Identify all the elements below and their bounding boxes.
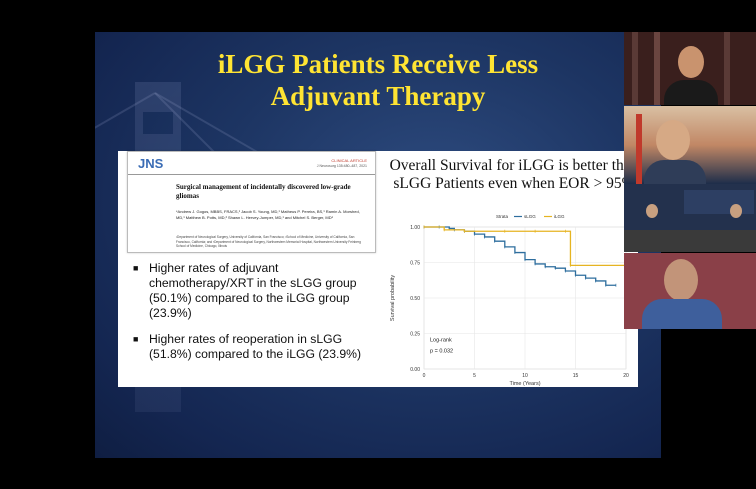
participant-body (642, 299, 722, 329)
article-citation: J Neurosurg 135:480–487, 2021 (316, 164, 367, 168)
participant-body (664, 80, 718, 105)
participant-body (644, 160, 706, 184)
article-affiliation: ¹Department of Neurological Surgery, Uni… (176, 235, 361, 248)
participant-head (664, 259, 698, 301)
participant-head (646, 204, 658, 218)
bridge-tower-graphic (636, 114, 642, 184)
article-type: CLINICAL ARTICLE (331, 158, 367, 163)
bullet-list: ■ Higher rates of adjuvant chemotherapy/… (128, 261, 373, 373)
participant-head (730, 204, 742, 218)
x-tick-label: 15 (573, 373, 579, 379)
article-authors: *Andrew J. Gogos, MBBS, FRACS,¹ Jacob S.… (176, 209, 360, 220)
backdrop-screen (684, 190, 754, 214)
slide-content-panel: JNS CLINICAL ARTICLE J Neurosurg 135:480… (118, 151, 638, 387)
x-tick-label: 10 (522, 373, 528, 379)
x-tick-label: 0 (423, 373, 426, 379)
slide-title-line-1: iLGG Patients Receive Less (217, 49, 539, 79)
bullet-item: ■ Higher rates of adjuvant chemotherapy/… (128, 261, 373, 321)
logrank-label: Log-rank (430, 338, 452, 344)
background-stripe (724, 32, 730, 105)
desk (624, 230, 756, 252)
webcam-tile-3[interactable] (624, 184, 756, 252)
legend-title: Strata (496, 214, 509, 219)
journal-article-thumbnail: JNS CLINICAL ARTICLE J Neurosurg 135:480… (127, 151, 376, 253)
slide-title: iLGG Patients Receive Less Adjuvant Ther… (95, 48, 661, 112)
y-tick-label: 0.25 (410, 332, 420, 338)
participant-head (678, 46, 704, 78)
p-value-label: p = 0.032 (430, 349, 453, 355)
legend-label: sLGG (524, 214, 536, 219)
bullet-square-icon: ■ (133, 263, 139, 273)
journal-logo: JNS (138, 156, 164, 171)
y-tick-label: 0.50 (410, 296, 420, 302)
presentation-slide: iLGG Patients Receive Less Adjuvant Ther… (95, 32, 661, 458)
webcam-tile-4[interactable] (624, 253, 756, 329)
header-divider (128, 174, 375, 175)
x-tick-label: 20 (623, 373, 629, 379)
participant-head (656, 120, 690, 160)
background-stripe (654, 32, 660, 105)
bullet-text: Higher rates of adjuvant chemotherapy/XR… (149, 261, 357, 320)
chart-heading: Overall Survival for iLGG is better than… (389, 157, 639, 192)
y-tick-label: 1.00 (410, 225, 420, 231)
y-axis-label: Survival probability (390, 275, 396, 321)
background-stripe (632, 32, 638, 105)
webcam-tile-2[interactable] (624, 106, 756, 184)
webcam-tile-1[interactable] (624, 32, 756, 105)
y-tick-label: 0.75 (410, 261, 420, 267)
bullet-square-icon: ■ (133, 334, 139, 344)
survival-chart: 0.00 0.25 0.50 0.75 1.00 0 5 10 15 20 Time (Years)… (390, 214, 629, 387)
article-title: Surgical management of incidentally disc… (176, 183, 351, 200)
x-tick-label: 5 (473, 373, 476, 379)
slide-title-line-2: Adjuvant Therapy (270, 81, 486, 111)
legend-label: iLGG (554, 214, 565, 219)
x-axis-label: Time (Years) (509, 381, 540, 387)
y-tick-label: 0.00 (410, 367, 420, 373)
bullet-text: Higher rates of reoperation in sLGG (51.… (149, 332, 362, 361)
bullet-item: ■ Higher rates of reoperation in sLGG (5… (128, 332, 373, 362)
